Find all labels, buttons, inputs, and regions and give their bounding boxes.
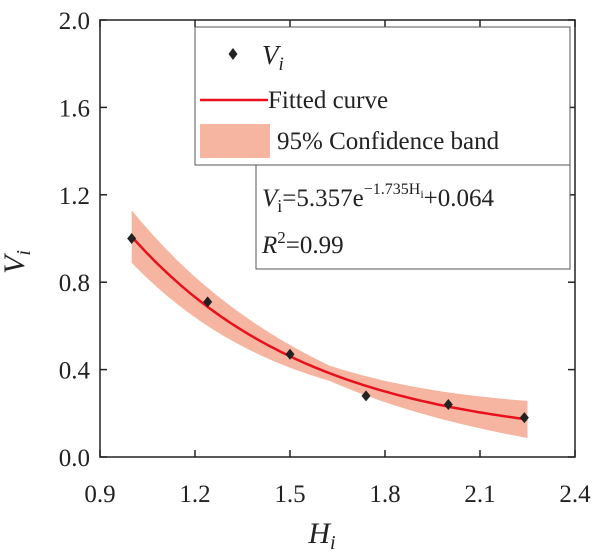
x-tick-label: 0.9 — [84, 481, 115, 508]
legend-band-marker — [200, 124, 270, 158]
data-point — [361, 390, 371, 402]
legend-label-fitted-curve: Fitted curve — [268, 87, 388, 114]
y-tick-labels: 0.0 0.4 0.8 1.2 1.6 2.0 — [59, 8, 91, 472]
x-tick-label: 1.2 — [179, 481, 210, 508]
fitted-curve-layer — [130, 235, 528, 421]
data-point — [203, 296, 213, 308]
equation-text: Vi=5.357e−1.735Hi+0.064 — [262, 181, 495, 216]
x-tick-label: 2.1 — [464, 481, 495, 508]
legend-label-vi: Vi — [262, 40, 284, 75]
data-point — [519, 412, 529, 424]
y-tick-label: 1.2 — [59, 183, 90, 210]
x-tick-label: 1.8 — [369, 481, 400, 508]
y-tick-label: 2.0 — [59, 8, 90, 35]
data-points-layer — [127, 233, 529, 424]
confidence-band — [131, 210, 528, 438]
y-tick-label: 1.6 — [59, 95, 90, 122]
plot-frame — [99, 19, 576, 458]
equation-box-frame — [255, 164, 571, 270]
x-tick-label: 2.4 — [559, 481, 591, 508]
legend-label-confidence-band: 95% Confidence band — [277, 128, 500, 155]
x-axis-title: Hi — [307, 517, 335, 554]
y-tick-label: 0.8 — [59, 270, 90, 297]
tick-marks-layer — [99, 19, 576, 458]
y-tick-label: 0.4 — [59, 358, 91, 385]
x-tick-label: 1.5 — [274, 481, 305, 508]
x-tick-labels: 0.9 1.2 1.5 1.8 2.1 2.4 — [84, 481, 591, 508]
r-squared-text: R2=0.99 — [261, 228, 344, 259]
y-axis-title: Vi — [0, 250, 35, 274]
data-point — [443, 399, 453, 411]
legend-diamond-marker — [228, 48, 238, 60]
data-point — [285, 348, 295, 360]
legend: Vi Fitted curve 95% Confidence band — [194, 26, 571, 166]
y-tick-label: 0.0 — [59, 445, 90, 472]
confidence-band-layer — [131, 210, 528, 438]
equation-box: Vi=5.357e−1.735Hi+0.064 R2=0.99 — [255, 164, 571, 270]
data-point — [127, 233, 137, 244]
fitted-curve — [130, 235, 528, 421]
